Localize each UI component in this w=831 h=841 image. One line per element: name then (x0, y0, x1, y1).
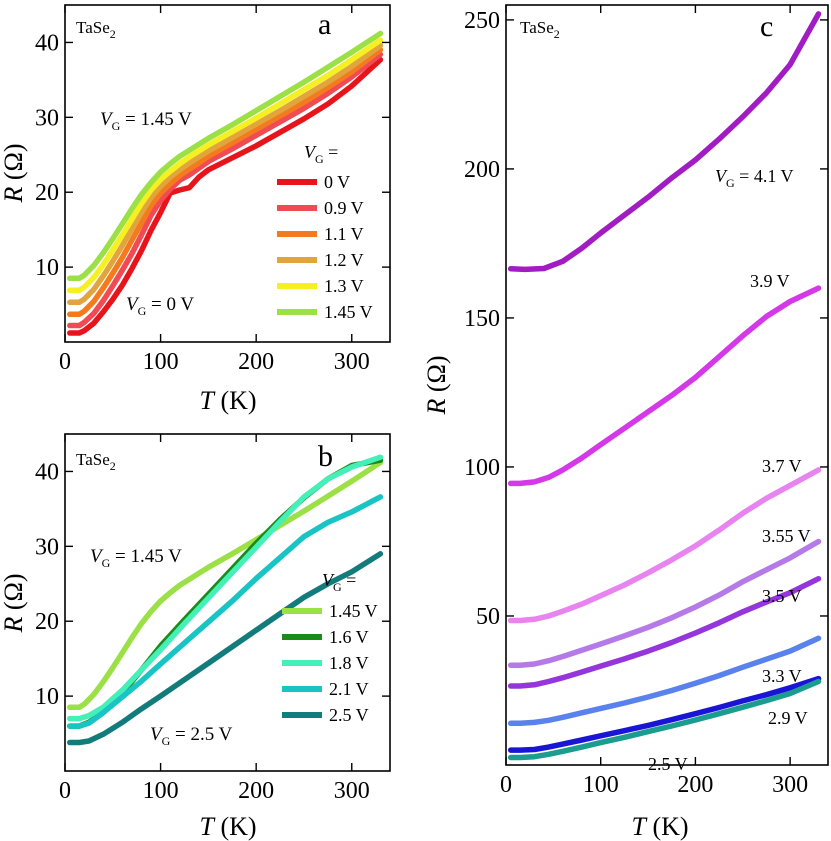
panel-c-ytick-label-150: 150 (464, 306, 500, 332)
panel-c-ticks: 0 100 200 300 50 100 150 200 250 (464, 5, 828, 798)
panel-a-annotation-0V: VG = 0 V (126, 294, 194, 318)
panel-c-curve-label-3-55-V: 3.55 V (762, 526, 811, 546)
panel-a-material-label: TaSe2 (76, 18, 116, 41)
panel-b-annotation-2.5V: VG = 2.5 V (150, 724, 233, 748)
panel-b-ytick-label-30: 30 (35, 534, 59, 560)
panel-c-series-3-9-V (507, 285, 822, 487)
panel-c-series-3-7-V (507, 467, 822, 624)
panel-c-ytick-label-200: 200 (464, 157, 500, 183)
panel-a-xtick-label-200: 200 (238, 349, 274, 375)
panel-a-legend-label-0-V: 0 V (324, 172, 350, 192)
panel-b-xtick-label-200: 200 (238, 778, 274, 804)
panel-c-curve-label-3-9-V: 3.9 V (750, 271, 790, 291)
panel-c-ytick-label-100: 100 (464, 455, 500, 481)
panel-b-xlabel: T (K) (199, 812, 256, 841)
panel-c-curve-label-2-5-V-c: 2.5 V (648, 754, 688, 774)
panel-c-frame (505, 4, 829, 766)
panel-c-series-3-5-V (507, 575, 822, 689)
panel-c-xlabel: T (K) (631, 812, 688, 841)
panel-a-legend-label-1-3-V: 1.3 V (324, 276, 364, 296)
panel-a-curves (67, 30, 384, 336)
panel-b-xtick-label-0: 0 (59, 778, 71, 804)
panel-b-ticks: 0 100 200 300 10 20 30 40 (35, 434, 390, 804)
panel-a-legend-label-0-9-V: 0.9 V (324, 198, 364, 218)
panel-a-series-1-2-V (67, 42, 384, 306)
panel-c-curve-labels: VG = 4.1 V 3.9 V 3.7 V 3.55 V 3.5 V 3.3 V 2.9 … (648, 166, 811, 774)
panel-a-ytick-label-10: 10 (35, 255, 59, 281)
panel-c-xtick-label-200: 200 (677, 772, 713, 798)
panel-b-series-1-45-V (67, 459, 384, 711)
panel-b: 0 100 200 300 10 20 30 40 TaSe2 b T (K) R (Ω) V… (0, 433, 391, 841)
panel-a-series-1-45-V (67, 30, 384, 282)
panel-c: 0 100 200 300 50 100 150 200 250 TaSe2 c T (K) R… (422, 4, 829, 841)
panel-c-curve-label-3-3-V: 3.3 V (762, 666, 802, 686)
panel-a-xtick-label-300: 300 (334, 349, 370, 375)
panel-a-annotation-1.45V: VG = 1.45 V (100, 109, 192, 133)
panel-b-frame (64, 433, 391, 772)
panel-b-xtick-label-100: 100 (143, 778, 179, 804)
panel-a-legend-title: VG = (304, 142, 338, 166)
panel-a-series-1-1-V (67, 47, 384, 318)
panel-b-annotation-1.45V: VG = 1.45 V (90, 546, 182, 570)
panel-c-xtick-label-0: 0 (500, 772, 512, 798)
panel-c-ytick-label-250: 250 (464, 8, 500, 34)
panel-c-ytick-label-50: 50 (476, 604, 500, 630)
panel-c-curves (507, 11, 822, 761)
panel-b-legend-label-1-8-V: 1.8 V (329, 653, 369, 673)
panel-a-legend-label-1-2-V: 1.2 V (324, 250, 364, 270)
panel-b-letter: b (318, 440, 333, 473)
panel-b-legend-title: VG = (322, 570, 356, 594)
panel-c-ylabel: R (Ω) (422, 355, 451, 415)
panel-b-series-1-8-V (67, 454, 384, 722)
panel-c-series-2-5-V-c (507, 678, 822, 761)
panel-b-curves (67, 454, 384, 746)
panel-b-series-2-5-V (67, 551, 384, 746)
panel-c-curve-label-4-1-V: VG = 4.1 V (715, 166, 794, 190)
panel-c-xtick-label-100: 100 (583, 772, 619, 798)
panel-a-ylabel: R (Ω) (0, 143, 28, 203)
panel-a: 0 100 200 300 10 20 30 40 TaSe2 a T (K) R (Ω) V… (0, 4, 391, 415)
panel-a-xtick-label-100: 100 (143, 349, 179, 375)
panel-a-ytick-label-20: 20 (35, 180, 59, 206)
panel-b-ytick-label-20: 20 (35, 609, 59, 635)
panel-c-curve-label-3-5-V: 3.5 V (762, 586, 802, 606)
panel-a-frame (64, 4, 391, 343)
panel-c-series-3-55-V (507, 538, 822, 668)
panel-a-series-0-9-V (67, 51, 384, 329)
panel-a-xtick-label-0: 0 (59, 349, 71, 375)
panel-b-series-2-1-V (67, 494, 384, 729)
panel-c-xtick-label-300: 300 (772, 772, 808, 798)
panel-c-material-label: TaSe2 (520, 18, 560, 41)
panel-b-ylabel: R (Ω) (0, 573, 28, 633)
panel-c-series-2-9-V (507, 675, 822, 753)
panel-c-curve-label-3-7-V: 3.7 V (762, 456, 802, 476)
panel-a-ytick-label-40: 40 (35, 30, 59, 56)
panel-a-ytick-label-30: 30 (35, 105, 59, 131)
panel-c-series-4-1-V (507, 11, 822, 273)
panel-c-letter: c (760, 10, 773, 43)
panel-a-legend-label-1-1-V: 1.1 V (324, 224, 364, 244)
panel-a-xlabel: T (K) (199, 386, 256, 415)
panel-b-ytick-label-40: 40 (35, 459, 59, 485)
panel-a-legend: 0 V 0.9 V 1.1 V 1.2 V 1.3 V 1.45 V (277, 172, 373, 322)
panel-c-series-3-3-V (507, 635, 822, 727)
panel-b-legend-label-1-6-V: 1.6 V (329, 627, 369, 647)
panel-b-xtick-label-300: 300 (334, 778, 370, 804)
panel-b-legend: 1.45 V 1.6 V 1.8 V 2.1 V 2.5 V (282, 601, 378, 725)
panel-b-legend-label-2-5-V: 2.5 V (329, 705, 369, 725)
panel-b-ytick-label-10: 10 (35, 684, 59, 710)
panel-a-letter: a (318, 8, 331, 41)
panel-a-legend-label-1-45-V: 1.45 V (324, 302, 373, 322)
panel-c-curve-label-2-9-V: 2.9 V (768, 708, 808, 728)
panel-b-material-label: TaSe2 (76, 450, 116, 473)
panel-b-legend-label-2-1-V: 2.1 V (329, 679, 369, 699)
panel-a-series-1-3-V (67, 37, 384, 294)
panel-b-legend-label-1-45-V: 1.45 V (329, 601, 378, 621)
panel-a-ticks: 0 100 200 300 10 20 30 40 (35, 5, 390, 375)
